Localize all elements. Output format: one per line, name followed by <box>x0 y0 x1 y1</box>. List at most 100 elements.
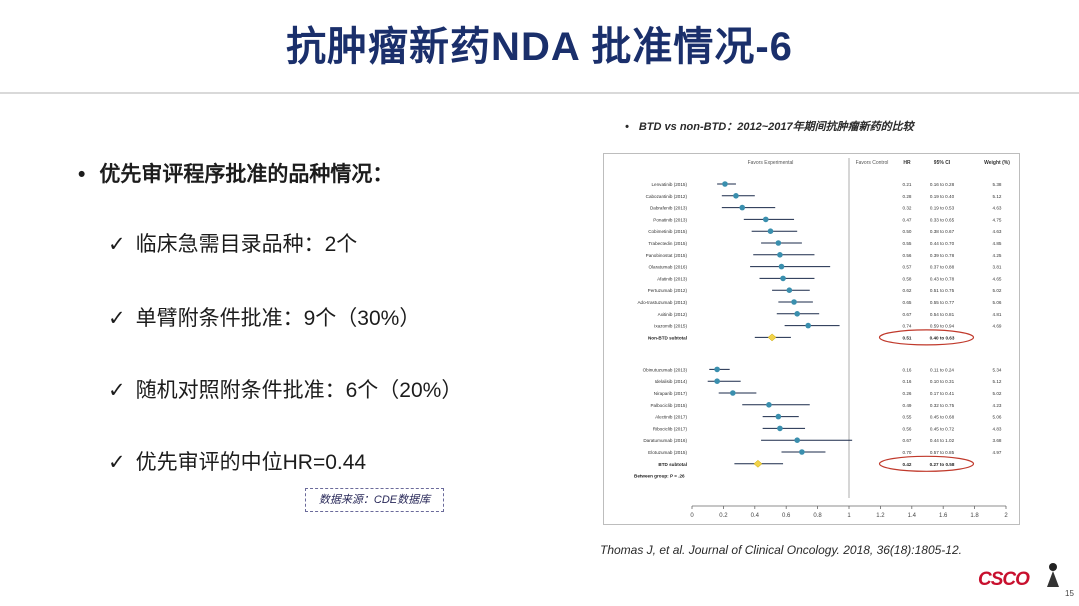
x-tick-label: 0 <box>690 513 694 519</box>
chart-caption: • BTD vs non-BTD：2012~2017年期间抗肿瘤新药的比较 <box>625 118 914 134</box>
bullet-dot: • <box>78 163 86 186</box>
subtotal-highlight-ellipse <box>878 455 975 472</box>
study-label: Ponatinib (2013) <box>653 217 687 222</box>
study-label: Ado-trastuzumab (2013) <box>637 300 687 305</box>
x-tick-label: 1.8 <box>970 513 979 519</box>
slide-title: 抗肿瘤新药NDA 批准情况-6 <box>286 25 793 69</box>
hr-value: 0.56 <box>903 253 912 258</box>
subtotal-highlight-ellipse <box>878 329 975 346</box>
check-icon: ✓ <box>108 233 126 256</box>
bullet-dot: • <box>625 121 629 133</box>
between-group-test: Between group: P = .26 <box>634 474 685 479</box>
hr-value: 0.65 <box>903 300 912 305</box>
ci-value: 0.57 to 0.85 <box>930 450 955 455</box>
hr-point <box>733 193 739 199</box>
study-label: Lenvatinib (2015) <box>652 182 688 187</box>
weight-value: 5.02 <box>993 391 1002 396</box>
hr-value: 0.50 <box>903 229 912 234</box>
weight-value: 4.23 <box>993 403 1002 408</box>
study-label: Alectinib (2017) <box>655 415 687 420</box>
ci-value: 0.51 to 0.75 <box>930 288 955 293</box>
study-label: Ixazomib (2015) <box>654 324 687 329</box>
study-label: Pertuzumab (2012) <box>648 288 688 293</box>
check-icon: ✓ <box>108 451 126 474</box>
weight-value: 5.12 <box>993 379 1002 384</box>
hr-value: 0.32 <box>903 206 912 211</box>
ci-value: 0.10 to 0.31 <box>930 379 955 384</box>
hr-value: 0.67 <box>903 312 912 317</box>
check-item-2: ✓ 单臂附条件批准：9个（30%） <box>108 302 420 332</box>
study-label: Cobimetinib (2015) <box>648 229 687 234</box>
hr-point <box>786 287 793 293</box>
check-item-text: 优先审评的中位HR=0.44 <box>135 451 367 474</box>
hr-value: 0.56 <box>903 426 912 431</box>
hr-value: 0.57 <box>903 265 912 270</box>
study-label: Obinutuzumab (2013) <box>643 367 688 372</box>
x-tick-label: 1.4 <box>908 513 917 519</box>
hr-point <box>714 378 720 384</box>
hr-value: 0.74 <box>903 324 912 329</box>
subtotal-diamond <box>753 459 763 468</box>
ci-value: 0.19 to 0.40 <box>930 194 955 199</box>
study-label: Dabrafenib (2013) <box>650 206 687 211</box>
weight-value: 5.06 <box>993 415 1002 420</box>
weight-value: 4.97 <box>993 450 1002 455</box>
subtotal-diamond <box>767 333 777 342</box>
hr-value: 0.21 <box>903 182 912 187</box>
weight-value: 5.38 <box>993 182 1002 187</box>
study-label: Panobinostat (2015) <box>646 253 688 258</box>
hr-value: 0.70 <box>903 450 912 455</box>
ci-value: 0.33 to 0.65 <box>930 217 955 222</box>
weight-value: 4.75 <box>993 217 1002 222</box>
chart-caption-text: BTD vs non-BTD：2012~2017年期间抗肿瘤新药的比较 <box>638 121 914 133</box>
check-item-text: 临床急需目录品种：2个 <box>135 233 358 256</box>
ci-value: 0.11 to 0.24 <box>930 367 954 372</box>
study-label: Olaratumab (2016) <box>648 265 687 270</box>
hr-point <box>794 437 800 444</box>
hr-point <box>767 228 774 234</box>
ci-value: 0.39 to 0.78 <box>930 253 955 258</box>
weight-value: 4.65 <box>993 276 1002 281</box>
hr-point <box>777 252 783 258</box>
study-label: Niraparib (2017) <box>654 391 688 396</box>
hr-value: 0.55 <box>903 241 912 246</box>
check-icon: ✓ <box>108 307 126 330</box>
hr-point <box>775 413 782 420</box>
subtotal-hr-value: 0.51 <box>903 335 912 340</box>
weight-value: 3.81 <box>993 265 1002 270</box>
hr-point <box>805 322 811 329</box>
study-label: Daratumumab (2016) <box>643 438 687 443</box>
subtotal-label: BTD subtotal <box>658 462 687 467</box>
hr-value: 0.55 <box>903 415 912 420</box>
study-label: Idelalisib (2014) <box>655 379 688 384</box>
ci-value: 0.37 to 0.88 <box>930 265 955 270</box>
hr-value: 0.16 <box>903 379 912 384</box>
page-number: 15 <box>1065 589 1074 598</box>
x-tick-label: 0.4 <box>751 513 760 519</box>
x-tick-label: 2 <box>1004 513 1008 519</box>
ci-value: 0.16 to 0.28 <box>930 182 955 187</box>
header-favors-control: Favors Control <box>856 160 889 166</box>
study-label: Palbociclib (2015) <box>650 403 687 408</box>
csco-logo: CSCO <box>978 569 1030 590</box>
ci-value: 0.44 to 0.70 <box>930 241 955 246</box>
data-source-note: 数据来源：CDE数据库 <box>305 488 444 512</box>
title-divider <box>0 92 1079 94</box>
weight-value: 4.83 <box>993 426 1002 431</box>
column-header: Weight (%) <box>984 160 1010 166</box>
hr-point <box>775 240 782 246</box>
weight-value: 5.12 <box>993 194 1002 199</box>
ci-value: 0.38 to 0.67 <box>930 229 955 234</box>
subtotal-ci-value: 0.40 to 0.63 <box>930 335 955 340</box>
hr-point <box>766 402 772 408</box>
hr-value: 0.49 <box>903 403 912 408</box>
check-icon: ✓ <box>108 379 126 402</box>
weight-value: 4.63 <box>993 229 1002 234</box>
hr-value: 0.47 <box>903 217 912 222</box>
ci-value: 0.19 to 0.53 <box>930 206 955 211</box>
x-tick-label: 0.2 <box>719 513 728 519</box>
hr-point <box>777 425 783 432</box>
hr-point <box>778 263 785 270</box>
hr-value: 0.62 <box>903 288 912 293</box>
hr-point <box>791 299 797 305</box>
